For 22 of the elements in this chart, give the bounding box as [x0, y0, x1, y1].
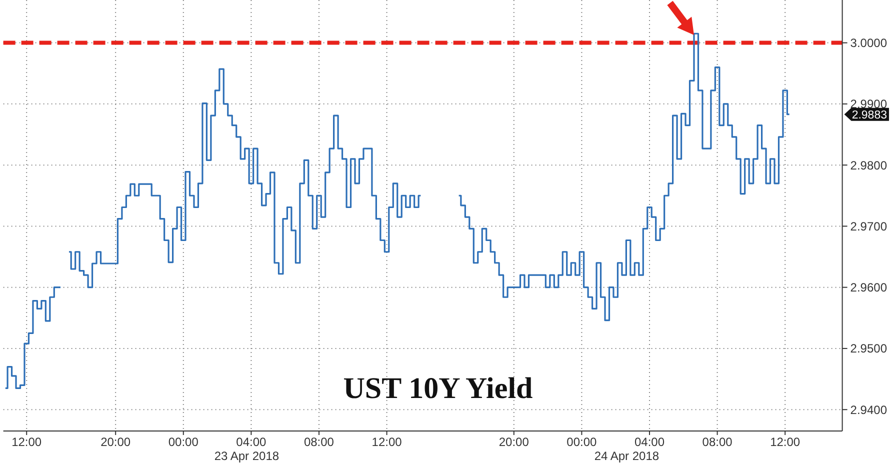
x-tick-label: 20:00	[100, 435, 131, 449]
text: 23 Apr 2018	[214, 449, 280, 463]
x-tick-label: 08:00	[304, 435, 334, 449]
text: 2.9883	[852, 109, 887, 122]
y-tick-label: 2.9600	[850, 280, 888, 295]
y-tick-label: 2.9400	[850, 402, 888, 417]
y-tick-label: 2.9700	[850, 219, 888, 234]
text: 24 Apr 2018	[594, 449, 660, 463]
y-tick-label: 2.9500	[850, 342, 888, 356]
x-tick-label: 00:00	[168, 435, 199, 449]
x-tick-label: 04:00	[634, 435, 665, 449]
x-tick-label: 12:00	[770, 435, 800, 449]
text: UST 10Y Yield	[343, 372, 534, 405]
x-tick-label: 08:00	[702, 435, 733, 449]
x-tick-label: 00:00	[566, 435, 598, 449]
x-tick-label: 20:00	[498, 435, 530, 449]
x-tick-label: 12:00	[372, 435, 402, 449]
x-tick-label: 04:00	[236, 435, 267, 449]
y-tick-label: 3.0000	[850, 36, 888, 50]
y-tick-label: 2.9800	[850, 158, 888, 172]
y-tick-label: 2.9900	[850, 97, 888, 112]
x-tick-label: 12:00	[12, 435, 42, 449]
